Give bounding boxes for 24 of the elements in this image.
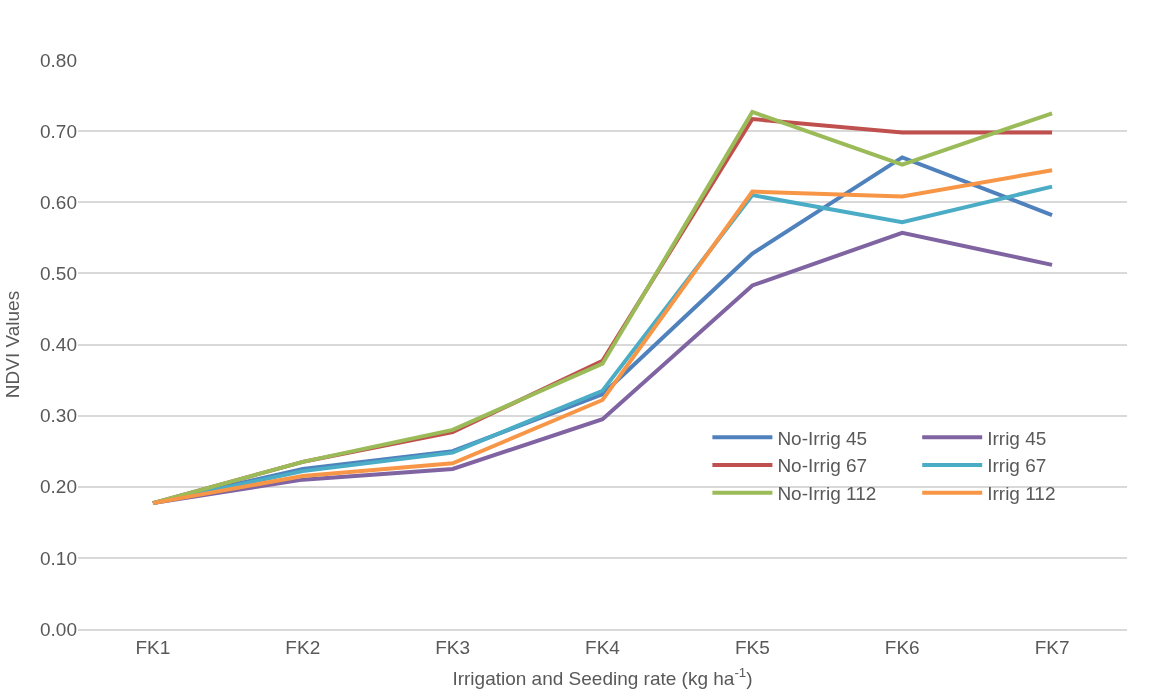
x-tick-label: FK5: [734, 636, 770, 658]
y-tick-label: 0.40: [40, 334, 77, 356]
legend-label: Irrig 45: [987, 427, 1047, 449]
y-tick-label: 0.00: [40, 618, 77, 640]
y-tick-label: 0.20: [40, 476, 77, 498]
x-tick-label: FK3: [435, 636, 471, 658]
legend-label: No-Irrig 112: [777, 483, 877, 505]
legend-label: No-Irrig 67: [777, 455, 868, 477]
legend-label: Irrig 67: [987, 455, 1047, 477]
x-tick-label: FK2: [285, 636, 321, 658]
x-axis-title: Irrigation and Seeding rate (kg ha$^{-1}$): [452, 664, 753, 689]
y-tick-label: 0.80: [40, 49, 77, 71]
y-tick-label: 0.50: [40, 263, 77, 285]
y-tick-label: 0.10: [40, 547, 77, 569]
legend-label: No-Irrig 45: [777, 427, 868, 449]
x-tick-label: FK6: [884, 636, 920, 658]
x-tick-label: FK7: [1034, 636, 1070, 658]
legend-label: Irrig 112: [987, 483, 1056, 505]
x-tick-label: FK4: [585, 636, 621, 658]
y-axis-title: NDVI Values: [1, 290, 23, 399]
y-tick-label: 0.70: [40, 120, 77, 142]
y-tick-label: 0.60: [40, 191, 77, 213]
x-tick-label: FK1: [135, 636, 171, 658]
y-tick-label: 0.30: [40, 405, 77, 427]
